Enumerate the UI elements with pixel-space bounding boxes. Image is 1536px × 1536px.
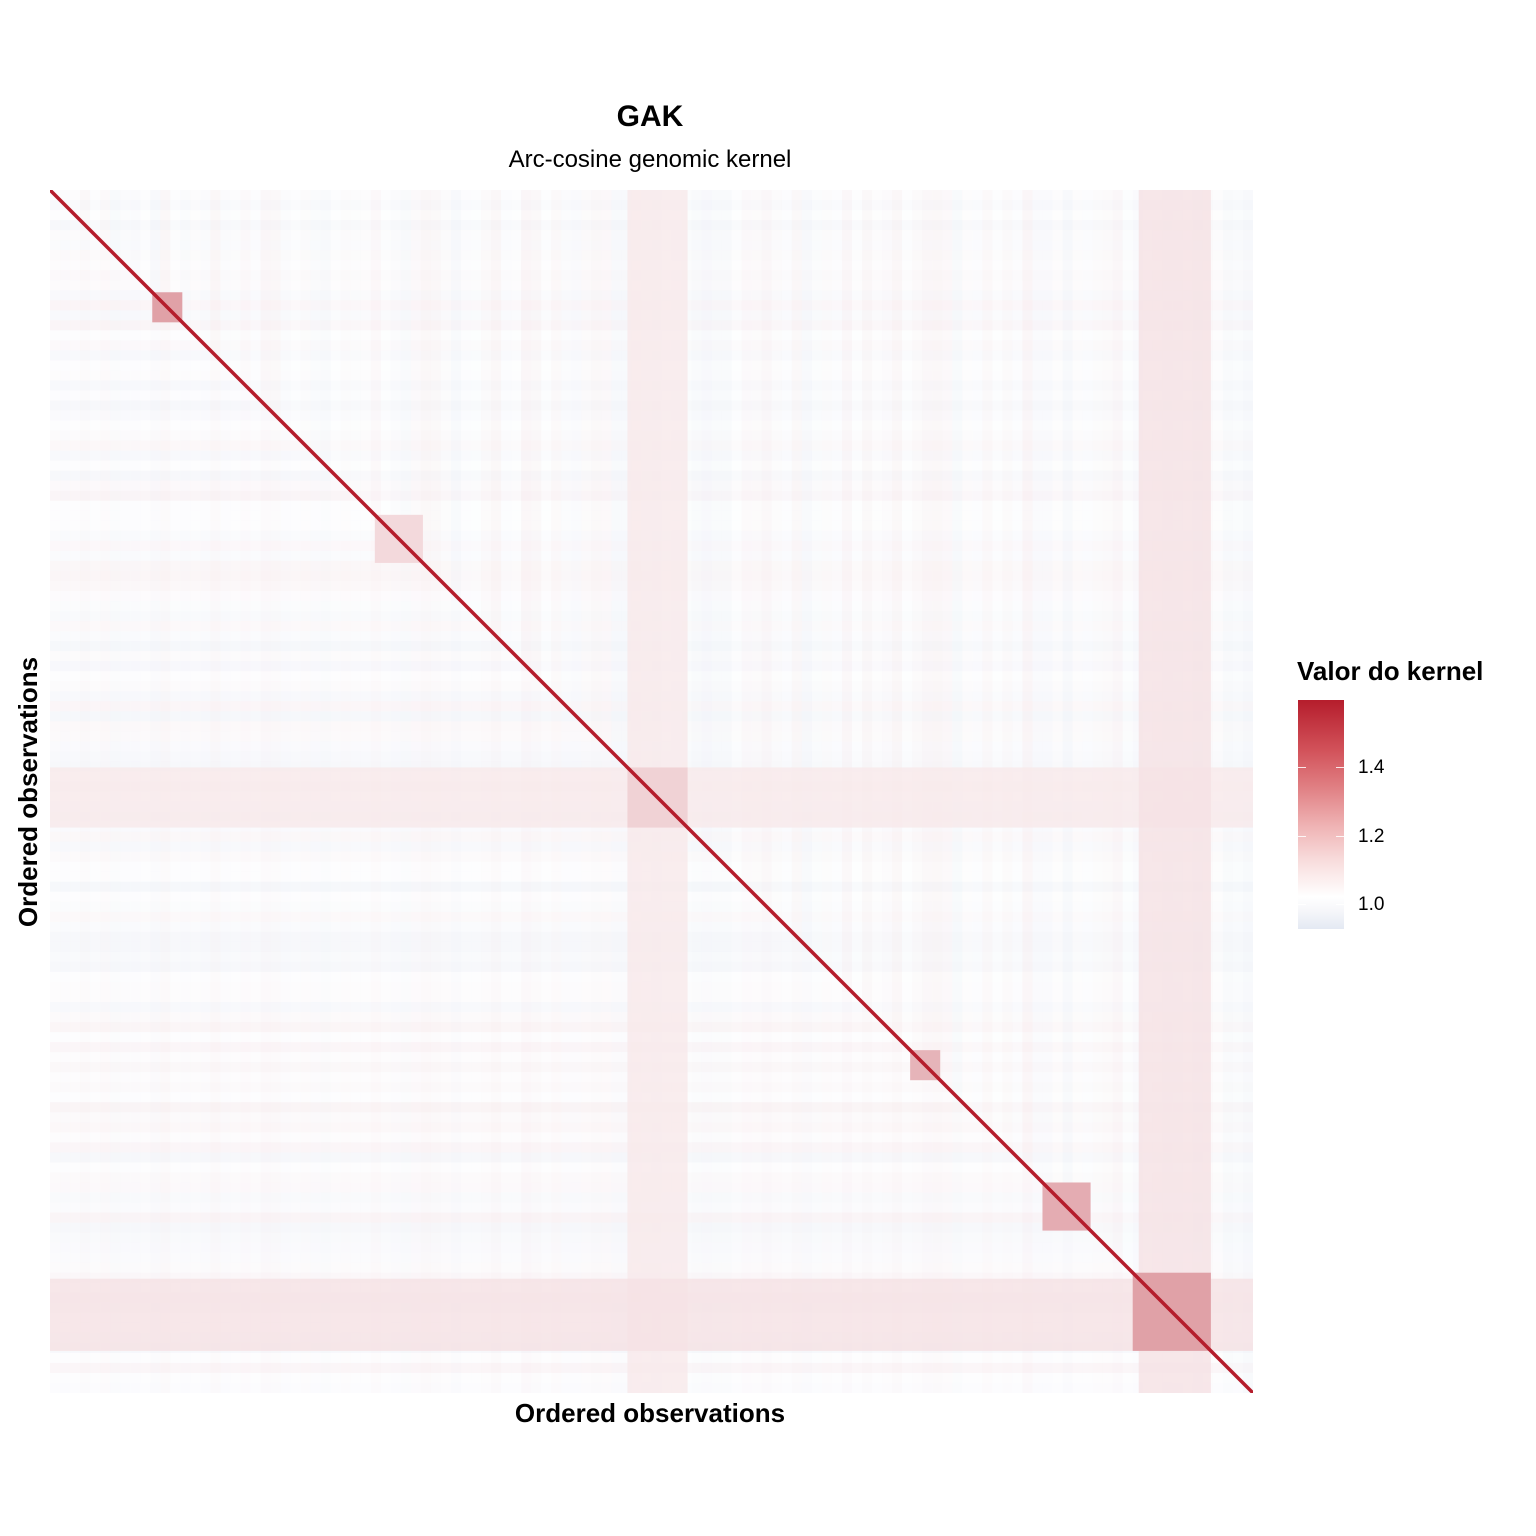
heatmap-high-row-band bbox=[50, 1278, 1253, 1351]
legend-tick-mark bbox=[1298, 761, 1344, 775]
heatmap-plot bbox=[50, 190, 1253, 1393]
legend-tick-label: 1.0 bbox=[1358, 894, 1385, 916]
chart-subtitle: Arc-cosine genomic kernel bbox=[508, 146, 792, 173]
legend-tick-mark bbox=[1298, 830, 1344, 844]
legend-tick-mark bbox=[1298, 898, 1344, 912]
legend-tick-label: 1.4 bbox=[1358, 757, 1385, 779]
heatmap-diagonal bbox=[50, 190, 1253, 1393]
x-axis-label: Ordered observations bbox=[514, 1398, 786, 1428]
legend-colorbar bbox=[1298, 700, 1344, 929]
heatmap-bands bbox=[50, 190, 1253, 1393]
chart-title: GAK bbox=[616, 100, 684, 133]
legend-title: Valor do kernel bbox=[1297, 656, 1484, 686]
y-axis-label: Ordered observations bbox=[13, 656, 43, 928]
heatmap-high-col-band bbox=[1138, 190, 1211, 1393]
legend-tick-label: 1.2 bbox=[1358, 825, 1385, 847]
